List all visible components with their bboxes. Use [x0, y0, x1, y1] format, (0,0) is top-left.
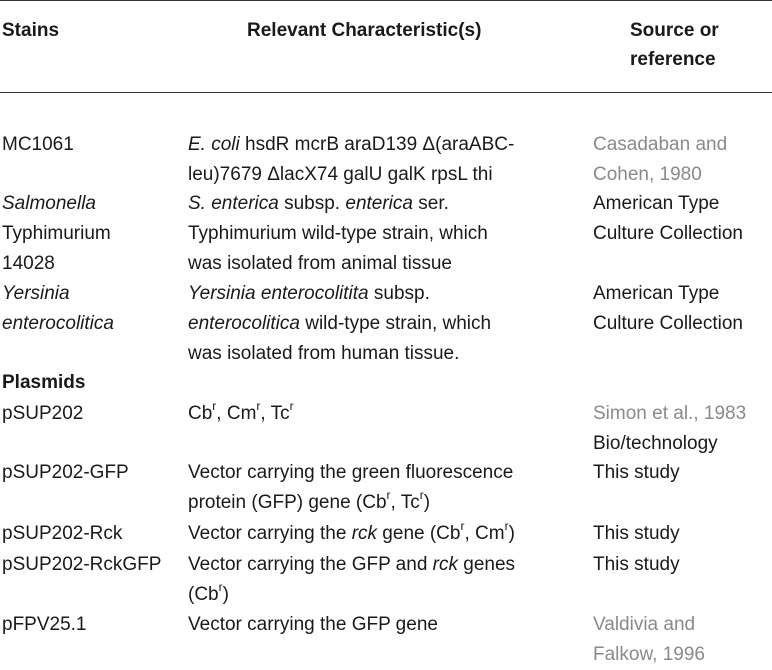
plasmid-characteristic: Vector carrying the GFP gene [188, 614, 438, 635]
strain-characteristic: E. coli hsdR mcrB araD139 Δ(araABC- leu)… [188, 134, 515, 185]
plasmid-source-link[interactable]: Simon et al., 1983 [593, 403, 747, 424]
top-rule [0, 0, 772, 1]
header-source: Source or reference [630, 20, 719, 70]
plasmid-source: This study [593, 462, 680, 483]
plasmid-source: This study [593, 523, 680, 544]
plasmid-characteristic: Cbr, Cmr, Tcr [188, 398, 294, 424]
strain-source: American Type Culture Collection [593, 193, 743, 244]
header-strains: Stains [2, 20, 60, 41]
plasmid-name: pFPV25.1 [2, 614, 87, 635]
header-characteristics: Relevant Characteristic(s) [247, 20, 482, 41]
plasmid-source: This study [593, 554, 680, 575]
strain-source: American Type Culture Collection [593, 283, 743, 334]
strain-characteristic: Yersinia enterocolitita subsp. enterocol… [188, 283, 492, 364]
strain-name: Salmonella Typhimurium 14028 [2, 193, 111, 274]
header-rule [0, 92, 772, 93]
plasmid-name: pSUP202-GFP [2, 462, 129, 483]
plasmids-heading: Plasmids [2, 372, 86, 393]
plasmid-characteristic: Vector carrying the GFP and rck genes (C… [188, 554, 516, 605]
plasmid-source: Simon et al., 1983 Bio/technology [593, 399, 772, 459]
mc1061-genotype-1: hsdR mcrB araD139 Δ(araABC- [245, 134, 515, 155]
strain-name: Yersinia enterocolitica [2, 283, 114, 334]
plasmid-characteristic: Vector carrying the rck gene (Cbr, Cmr) [188, 518, 515, 544]
strain-name: MC1061 [2, 134, 74, 155]
plasmid-source-link[interactable]: Valdivia and Falkow, 1996 [593, 614, 705, 665]
strain-characteristic: S. enterica subsp. enterica ser. Typhimu… [188, 193, 488, 274]
plasmid-name: pSUP202 [2, 403, 84, 424]
plasmid-name: pSUP202-RckGFP [2, 554, 162, 575]
strain-source-link[interactable]: Casadaban and Cohen, 1980 [593, 134, 728, 185]
plasmid-name: pSUP202-Rck [2, 523, 123, 544]
plasmid-characteristic: Vector carrying the green fluorescence p… [188, 462, 514, 513]
